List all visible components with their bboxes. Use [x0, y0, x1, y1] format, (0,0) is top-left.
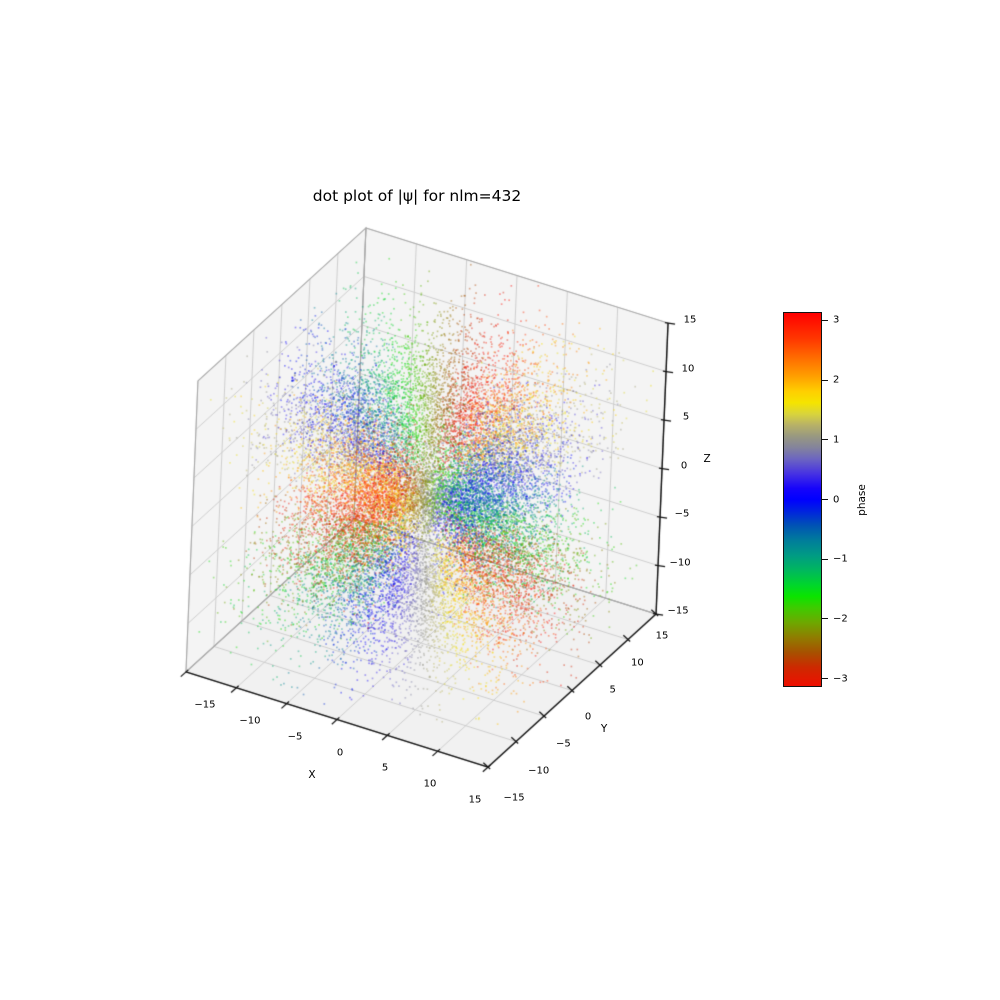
- x-tick-label: 15: [468, 794, 482, 806]
- x-tick-label: 10: [423, 778, 437, 790]
- y-tick-label: 5: [609, 684, 616, 696]
- z-tick-label: 0: [680, 460, 688, 472]
- y-tick-label: −10: [528, 765, 550, 777]
- x-tick-label: −5: [287, 731, 303, 743]
- colorbar-tick: [822, 379, 828, 381]
- colorbar-tick-label: 1: [833, 434, 840, 446]
- y-tick-label: 0: [584, 711, 592, 723]
- z-tick-label: −5: [674, 508, 690, 520]
- colorbar-label: phase: [856, 483, 868, 516]
- z-tick-label: 5: [682, 411, 690, 423]
- colorbar-tick: [822, 618, 828, 620]
- x-tick-label: 5: [381, 762, 389, 774]
- x-tick-label: −15: [194, 699, 216, 711]
- z-axis-title: Z: [703, 452, 711, 465]
- colorbar-tick-label: 2: [833, 374, 840, 386]
- colorbar-tick-label: −2: [833, 613, 848, 625]
- y-tick-label: −5: [556, 738, 571, 750]
- x-tick-label: −10: [239, 715, 261, 727]
- colorbar-tick: [822, 439, 828, 441]
- colorbar-tick-label: −3: [833, 673, 848, 685]
- z-tick-label: 15: [683, 314, 697, 326]
- y-axis-title: Y: [600, 722, 608, 735]
- colorbar-tick-label: −1: [833, 553, 848, 565]
- z-tick-label: 10: [681, 363, 695, 375]
- colorbar-tick-label: 0: [833, 494, 840, 505]
- x-tick-label: 0: [336, 747, 344, 758]
- colorbar-tick: [822, 319, 828, 322]
- colorbar-tick: [822, 558, 828, 560]
- y-tick-label: −15: [503, 792, 525, 804]
- colorbar-tick: [822, 498, 828, 501]
- x-axis-title: X: [308, 768, 316, 781]
- y-tick-label: 15: [655, 630, 669, 642]
- colorbar-gradient: [783, 312, 822, 687]
- colorbar-tick: [822, 677, 828, 680]
- y-tick-label: 10: [631, 657, 644, 669]
- colorbar-tick-label: 3: [833, 314, 840, 326]
- z-tick-label: −10: [669, 557, 691, 569]
- z-tick-label: −15: [667, 605, 689, 617]
